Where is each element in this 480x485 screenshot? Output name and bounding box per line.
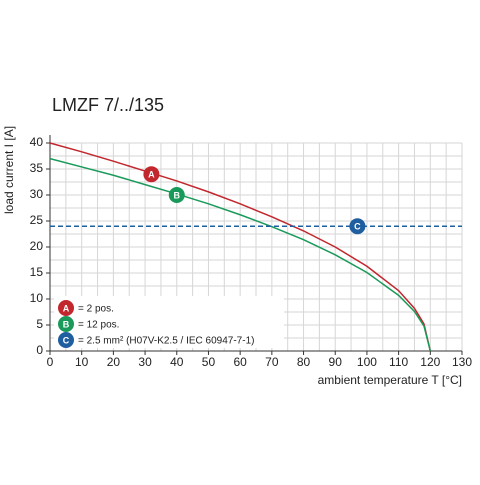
badge-label: C xyxy=(354,222,361,232)
x-tick-label: 40 xyxy=(170,355,184,369)
y-tick-label: 0 xyxy=(36,343,43,357)
plot: ABC xyxy=(49,142,462,352)
legend-label: = 2.5 mm² (H07V-K2.5 / IEC 60947-7-1) xyxy=(78,336,254,347)
series-line xyxy=(49,142,432,352)
x-tick-label: 70 xyxy=(265,355,279,369)
y-tick-label: 40 xyxy=(30,135,44,149)
y-axis-label: load current I [A] xyxy=(2,126,16,214)
x-tick-label: 50 xyxy=(202,355,216,369)
x-tick-label: 30 xyxy=(138,355,152,369)
y-tick-label: 25 xyxy=(30,213,44,227)
legend-label: = 12 pos. xyxy=(78,320,119,331)
badge xyxy=(349,218,366,235)
chart-title: LMZF 7/../135 xyxy=(52,95,164,115)
legend-label: = 2 pos. xyxy=(78,304,114,315)
y-tick-label: 20 xyxy=(30,239,44,253)
x-tick-label: 10 xyxy=(75,355,89,369)
x-tick-label: 20 xyxy=(107,355,121,369)
badge-label: B xyxy=(63,319,70,329)
badge xyxy=(168,187,185,203)
x-tick-label: 90 xyxy=(329,355,343,369)
badge xyxy=(58,300,74,316)
x-tick-label: 100 xyxy=(357,355,377,369)
x-tick-label: 120 xyxy=(420,355,440,369)
x-tick-label: 80 xyxy=(297,355,311,369)
badge xyxy=(58,316,74,332)
x-axis-label: ambient temperature T [°C] xyxy=(318,373,462,387)
badge xyxy=(143,166,160,183)
x-tick-label: 110 xyxy=(389,355,408,369)
legend: A = 2 pos. B = 12 pos. C = 2.5 mm² (H07V-K2.5… xyxy=(58,300,254,348)
y-tick-label: 10 xyxy=(30,291,44,305)
y-tick-label: 35 xyxy=(30,161,44,175)
badge-label: A xyxy=(63,303,70,313)
badge-label: C xyxy=(63,335,70,345)
x-tick-label: 130 xyxy=(452,355,472,369)
badge-label: B xyxy=(174,190,181,200)
y-tick-label: 5 xyxy=(36,317,43,331)
y-tick-label: 30 xyxy=(30,187,44,201)
badge xyxy=(58,332,74,348)
legend-box xyxy=(54,296,284,348)
badge-label: A xyxy=(148,170,155,180)
x-tick-label: 60 xyxy=(233,355,247,369)
x-tick-label: 0 xyxy=(47,355,54,369)
series-line xyxy=(49,157,432,352)
y-tick-label: 15 xyxy=(30,265,44,279)
